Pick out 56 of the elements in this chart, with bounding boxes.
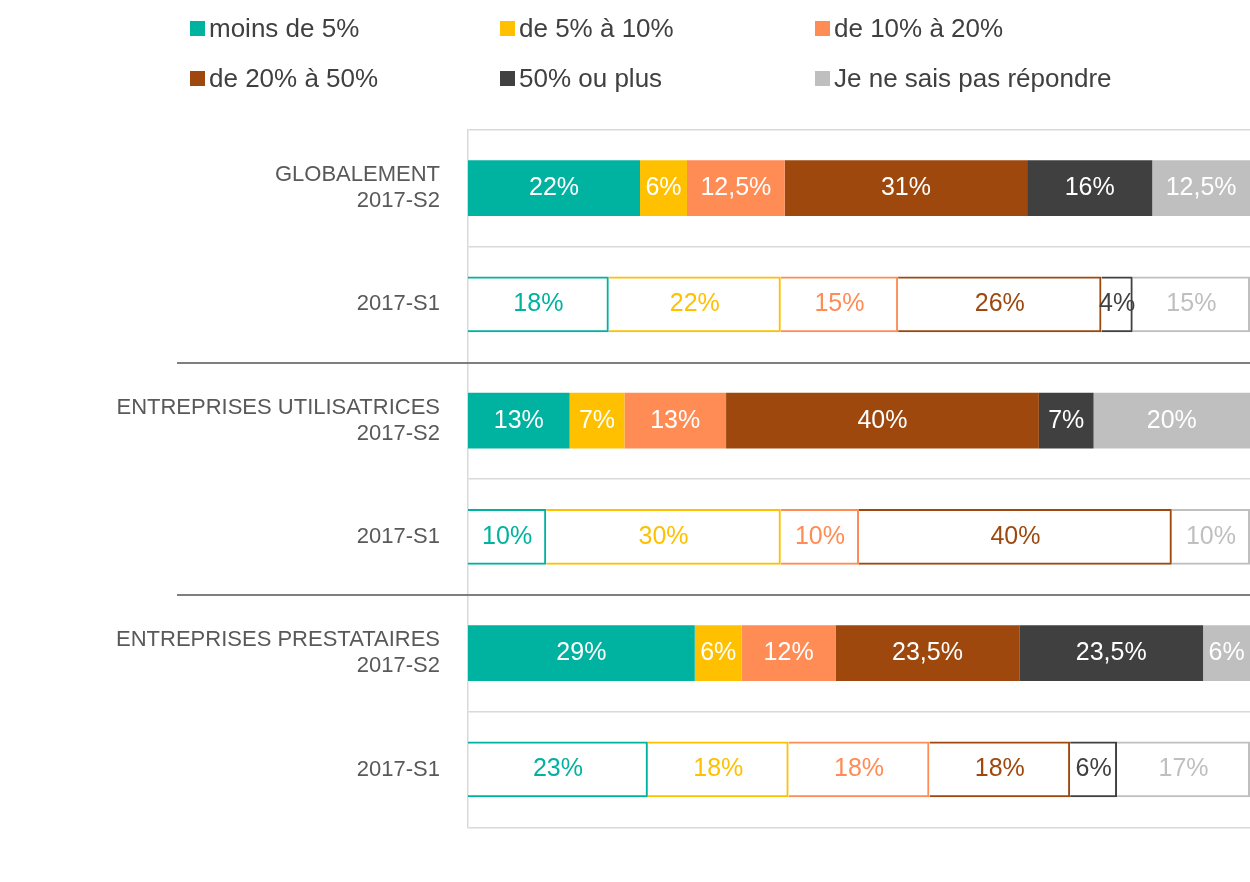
bar (468, 392, 570, 449)
data-label: 23,5% (891, 637, 963, 666)
data-label: 22% (669, 288, 720, 317)
data-label: 18% (513, 288, 564, 317)
data-label: 12,5% (1165, 172, 1237, 201)
y-tick-label: 2017-S1 (356, 523, 440, 548)
bar (468, 625, 695, 682)
data-label: 6% (1208, 637, 1245, 666)
data-label: 17% (1158, 753, 1209, 782)
legend-label: 50% ou plus (519, 62, 663, 94)
data-label: 26% (974, 288, 1025, 317)
data-label: 12,5% (700, 172, 772, 201)
data-label: 23% (532, 753, 583, 782)
data-label: 7% (1048, 404, 1085, 433)
data-label: 12% (763, 637, 814, 666)
y-tick-label: 2017-S1 (356, 755, 440, 781)
bar (1093, 392, 1250, 449)
bar (726, 392, 1039, 449)
legend-label: moins de 5% (209, 12, 360, 44)
legend-label: de 5% à 10% (519, 12, 674, 44)
bar (468, 160, 641, 217)
bar (569, 392, 625, 449)
y-tick-label: ENTREPRISES UTILISATRICES 2017-S2 (116, 393, 440, 445)
data-label: 40% (857, 404, 908, 433)
data-label: 15% (814, 288, 865, 317)
data-label: 16% (1064, 172, 1115, 201)
data-label: 31% (880, 172, 931, 201)
bar (686, 160, 785, 217)
bar (1152, 160, 1250, 217)
data-label: 22% (529, 172, 580, 201)
data-label: 6% (645, 172, 682, 201)
y-tick-label: 2017-S1 (356, 290, 440, 316)
legend-label: Je ne sais pas répondre (834, 62, 1112, 94)
y-tick-label: ENTREPRISES PRESTATAIRES 2017-S2 (116, 626, 440, 678)
data-label: 7% (578, 404, 616, 433)
data-label: 18% (974, 753, 1025, 782)
data-label: 20% (1146, 404, 1197, 433)
bar (624, 392, 727, 449)
data-label: 13% (493, 404, 544, 433)
data-label: 18% (693, 753, 744, 782)
bar (784, 160, 1028, 217)
data-label: 18% (833, 753, 885, 782)
data-label: 13% (650, 404, 701, 433)
data-label: 40% (990, 520, 1041, 549)
legend-label: de 10% à 20% (834, 12, 1004, 44)
data-label: 30% (638, 520, 689, 549)
data-label: 6% (700, 637, 737, 666)
bar (741, 625, 836, 682)
bar (1019, 625, 1204, 682)
data-label: 29% (556, 637, 607, 666)
bar (1027, 160, 1153, 217)
bar (1038, 392, 1094, 449)
legend-label: de 20% à 50% (209, 62, 379, 94)
y-tick-label: GLOBALEMENT 2017-S2 (274, 161, 440, 213)
bar (835, 625, 1020, 682)
data-label: 23,5% (1075, 637, 1147, 666)
